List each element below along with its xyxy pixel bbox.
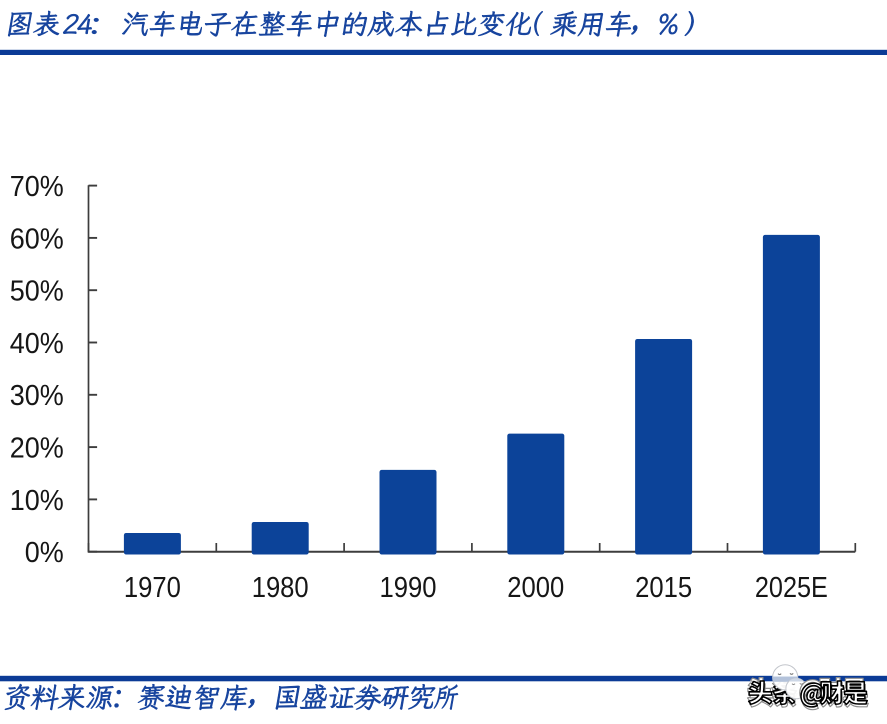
svg-text:1970: 1970 (124, 572, 181, 604)
svg-text:10%: 10% (10, 485, 64, 517)
svg-text:2000: 2000 (507, 572, 564, 604)
svg-text:70%: 70% (10, 171, 64, 203)
svg-text:20%: 20% (10, 433, 64, 465)
svg-text:1980: 1980 (252, 572, 309, 604)
svg-text:50%: 50% (10, 276, 64, 308)
svg-text:1990: 1990 (380, 572, 437, 604)
svg-text:40%: 40% (10, 328, 64, 360)
svg-text:30%: 30% (10, 380, 64, 412)
svg-text:0%: 0% (25, 537, 64, 569)
svg-text:2015: 2015 (635, 572, 692, 604)
svg-text:60%: 60% (10, 223, 64, 255)
svg-text:2025E: 2025E (755, 572, 828, 604)
